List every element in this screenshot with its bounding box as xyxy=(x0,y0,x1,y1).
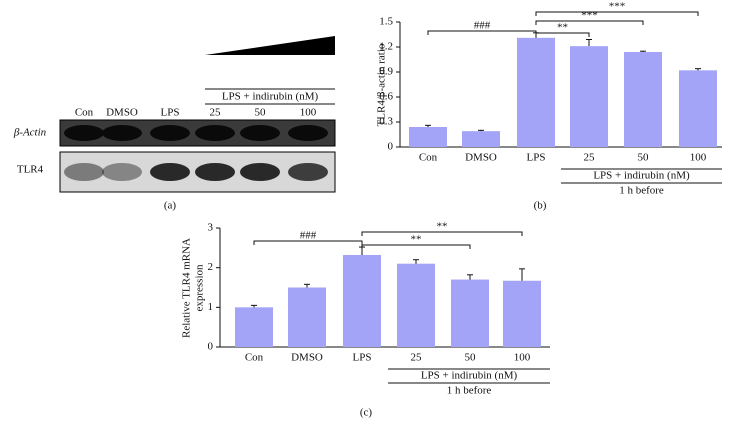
bar xyxy=(235,307,273,347)
y-axis-label: expression xyxy=(194,264,206,312)
x-tick-label: LPS xyxy=(527,152,546,164)
significance-label: ### xyxy=(300,230,317,242)
y-tick-label: 1.2 xyxy=(379,41,393,53)
group-note: 1 h before xyxy=(619,185,664,197)
band xyxy=(288,163,328,181)
bar xyxy=(517,37,555,148)
blot-panel: LPS + indirubin (nM) β-Actin TLR4 (a) xyxy=(13,36,336,212)
significance-label: ** xyxy=(437,221,448,233)
significance-bracket xyxy=(253,240,363,245)
error-bar xyxy=(695,68,701,71)
blot-row-label: β-Actin xyxy=(13,127,47,139)
y-tick-label: 1.5 xyxy=(379,16,393,28)
y-tick-label: 3 xyxy=(208,222,214,234)
panel-label: (b) xyxy=(534,200,547,212)
band xyxy=(240,125,280,141)
error-bar xyxy=(425,124,431,127)
x-tick-label: 50 xyxy=(465,352,477,364)
band xyxy=(64,163,104,181)
group-label: LPS + indirubin (nM) xyxy=(421,370,518,382)
panel-label: (a) xyxy=(164,200,177,212)
band xyxy=(150,125,190,141)
x-tick-label: 50 xyxy=(638,152,650,164)
x-tick-label: Con xyxy=(419,152,438,164)
x-tick-label: DMSO xyxy=(291,352,323,364)
band xyxy=(195,163,235,181)
significance-label: ### xyxy=(474,20,491,32)
lane-label: 50 xyxy=(255,107,267,119)
lane-label: Con xyxy=(75,107,94,119)
error-bar xyxy=(519,268,525,281)
significance-bracket xyxy=(361,244,471,249)
bar xyxy=(624,52,662,147)
y-tick-label: 0 xyxy=(388,141,394,153)
y-tick-label: 0.3 xyxy=(379,116,393,128)
bar xyxy=(409,127,447,147)
y-tick-label: 2 xyxy=(208,261,214,273)
blot-group-label: LPS + indirubin (nM) xyxy=(222,91,319,103)
band xyxy=(150,163,190,181)
blot-row-label: TLR4 xyxy=(17,164,44,176)
bar xyxy=(288,287,326,347)
bar xyxy=(503,280,541,347)
x-tick-label: DMSO xyxy=(465,152,497,164)
y-tick-label: 1 xyxy=(208,301,214,313)
x-tick-label: 100 xyxy=(514,352,531,364)
error-bar xyxy=(251,304,257,308)
y-tick-label: 0 xyxy=(208,341,214,353)
y-axis-label: Relative TLR4 mRNA xyxy=(181,238,193,338)
bar xyxy=(451,279,489,347)
band xyxy=(64,125,104,141)
error-bar xyxy=(467,274,473,280)
band xyxy=(102,125,142,141)
panel-label: (c) xyxy=(360,407,373,419)
y-axis-label: TLR4/β-actin ratio xyxy=(376,43,388,126)
group-note: 1 h before xyxy=(447,385,492,397)
error-bar xyxy=(640,50,646,52)
group-label: LPS + indirubin (nM) xyxy=(593,170,690,182)
error-bar xyxy=(413,259,419,264)
bar xyxy=(397,263,435,347)
lane-label: DMSO xyxy=(106,107,138,119)
significance-bracket xyxy=(535,11,699,16)
lane-label: 25 xyxy=(210,107,222,119)
lane-label: 100 xyxy=(300,107,317,119)
x-tick-label: 25 xyxy=(411,352,423,364)
significance-bracket xyxy=(427,30,537,35)
x-tick-label: LPS xyxy=(353,352,372,364)
x-tick-label: 25 xyxy=(584,152,596,164)
band xyxy=(102,163,142,181)
bar xyxy=(462,131,500,147)
lane-label: LPS xyxy=(161,107,180,119)
significance-label: ** xyxy=(557,22,568,34)
x-tick-label: 100 xyxy=(690,152,707,164)
dose-wedge xyxy=(205,36,335,55)
error-bar xyxy=(586,39,592,47)
y-tick-label: 0.9 xyxy=(379,66,393,78)
bar xyxy=(570,46,608,147)
significance-bracket xyxy=(535,32,590,37)
error-bar xyxy=(304,283,310,288)
significance-bracket xyxy=(535,20,644,25)
significance-bracket xyxy=(361,231,523,236)
bar xyxy=(679,70,717,147)
x-tick-label: Con xyxy=(245,352,264,364)
significance-label: *** xyxy=(609,1,626,13)
bar xyxy=(343,254,381,347)
error-bar xyxy=(478,129,484,132)
significance-label: *** xyxy=(581,10,598,22)
y-tick-label: 0.6 xyxy=(379,91,393,103)
band xyxy=(288,125,328,141)
band xyxy=(195,125,235,141)
significance-label: ** xyxy=(411,234,422,246)
band xyxy=(240,163,280,181)
